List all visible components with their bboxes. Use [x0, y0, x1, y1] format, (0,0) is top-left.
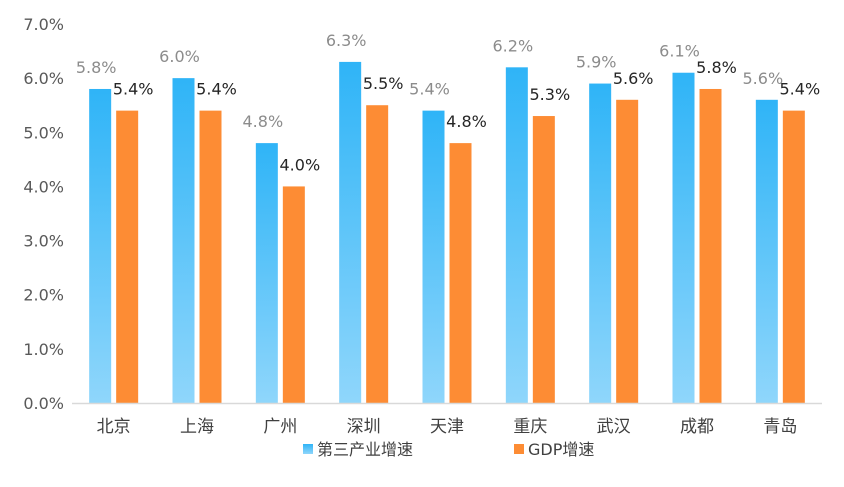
- bar-series1: [755, 99, 778, 404]
- bar-series2: [616, 99, 639, 404]
- data-label-series1: 6.2%: [493, 36, 534, 55]
- bar-series1: [589, 83, 612, 404]
- y-tick-label: 0.0%: [23, 394, 64, 413]
- bar-series1: [672, 72, 695, 403]
- data-label-series2: 5.4%: [113, 80, 154, 99]
- y-tick-label: 5.0%: [23, 123, 64, 142]
- bar-series1: [505, 67, 528, 404]
- x-category-label: 青岛: [763, 417, 797, 437]
- data-label-series2: 5.6%: [613, 69, 654, 88]
- data-label-series2: 5.3%: [530, 85, 571, 104]
- legend-marker-series2: [514, 444, 524, 454]
- bars: 5.8% 5.4% 6.0% 5.4% 4.8% 4.0% 6.3% 5.5% 5.4% 4.8%…: [76, 31, 821, 404]
- data-label-series2: 5.5%: [363, 74, 404, 93]
- data-label-series2: 4.8%: [446, 112, 487, 131]
- bar-series2: [282, 186, 305, 403]
- data-label-series1: 4.8%: [243, 112, 284, 131]
- bar-series2: [199, 110, 222, 403]
- x-category-label: 天津: [430, 417, 464, 437]
- legend-marker-series1: [303, 444, 313, 454]
- data-label-series1: 6.1%: [659, 42, 700, 61]
- x-category-label: 广州: [263, 417, 297, 437]
- data-label-series2: 5.4%: [196, 80, 237, 99]
- x-axis: 北京 上海 广州 深圳 天津 重庆 武汉 成都 青岛: [72, 402, 822, 437]
- x-category-label: 北京: [97, 417, 131, 437]
- x-category-label: 武汉: [597, 417, 631, 437]
- bar-series2: [366, 105, 389, 403]
- legend-label-series2: GDP增速: [528, 440, 594, 459]
- bar-series2: [116, 110, 139, 403]
- y-tick-label: 4.0%: [23, 177, 64, 196]
- legend-label-series1: 第三产业增速: [317, 440, 413, 459]
- bar-series1: [422, 110, 445, 403]
- bar-series1: [255, 143, 278, 403]
- x-category-label: 深圳: [347, 417, 381, 437]
- y-tick-label: 6.0%: [23, 69, 64, 88]
- x-category-label: 成都: [680, 417, 714, 437]
- legend: 第三产业增速 GDP增速: [303, 440, 594, 459]
- data-label-series1: 5.8%: [76, 58, 117, 77]
- data-label-series1: 6.3%: [326, 31, 367, 50]
- data-label-series1: 5.9%: [576, 53, 617, 72]
- bar-series2: [699, 88, 722, 403]
- bar-series1: [172, 78, 195, 404]
- y-tick-label: 3.0%: [23, 232, 64, 251]
- x-category-label: 重庆: [513, 417, 547, 437]
- data-label-series2: 4.0%: [280, 155, 321, 174]
- data-label-series1: 6.0%: [159, 47, 200, 66]
- data-label-series2: 5.8%: [696, 58, 737, 77]
- y-tick-label: 1.0%: [23, 340, 64, 359]
- data-label-series2: 5.4%: [780, 80, 821, 99]
- bar-series2: [449, 143, 472, 403]
- bar-series1: [339, 61, 362, 404]
- bar-series2: [532, 116, 555, 404]
- data-label-series1: 5.4%: [409, 80, 450, 99]
- data-label-series1: 5.6%: [743, 69, 784, 88]
- bar-series2: [782, 110, 805, 403]
- bar-series1: [89, 88, 112, 403]
- y-tick-label: 7.0%: [23, 15, 64, 34]
- x-category-label: 上海: [180, 417, 214, 437]
- y-tick-label: 2.0%: [23, 286, 64, 305]
- y-axis: 0.0% 1.0% 2.0% 3.0% 4.0% 5.0% 6.0% 7.0%: [23, 15, 64, 413]
